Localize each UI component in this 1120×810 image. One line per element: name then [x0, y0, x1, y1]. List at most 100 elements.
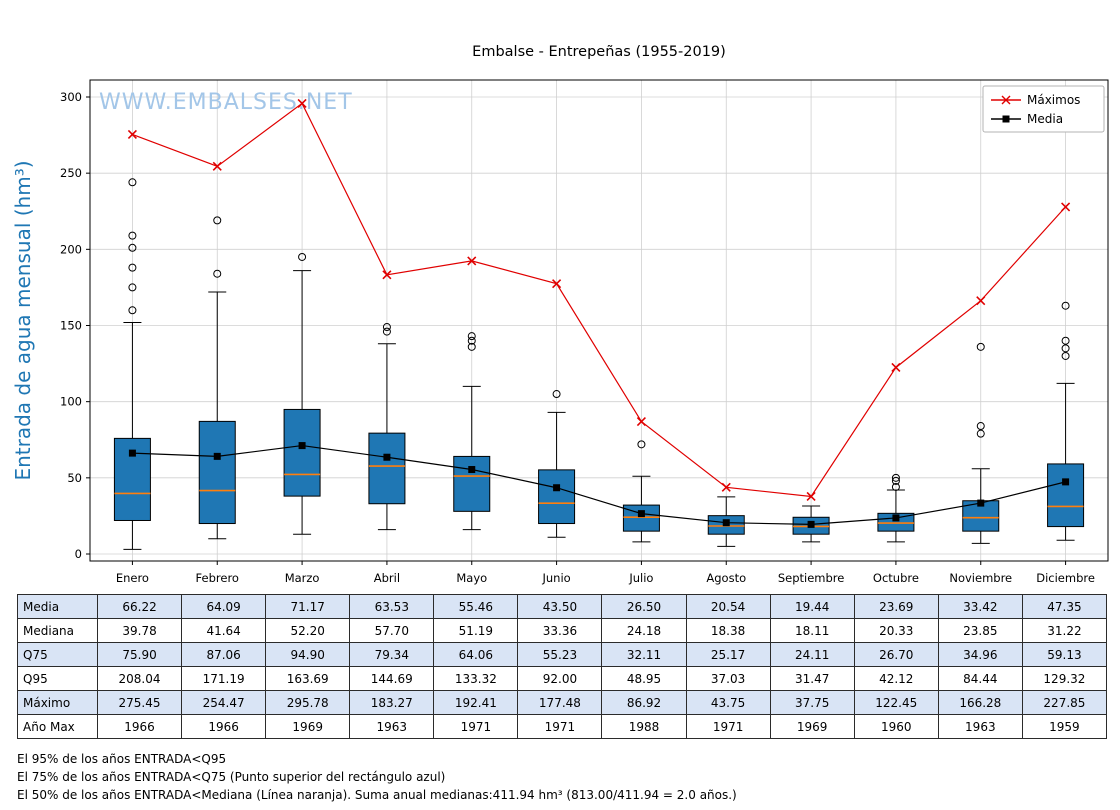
media-marker: [637, 510, 645, 518]
table-cell: 295.78: [265, 690, 351, 715]
media-marker: [383, 453, 391, 461]
x-tick-label: Noviembre: [949, 571, 1012, 585]
table-cell: 48.95: [601, 666, 687, 691]
media-line: [132, 444, 1066, 525]
y-tick-label: 250: [60, 166, 82, 180]
row-label: Q95: [17, 666, 98, 691]
y-tick-label: 300: [60, 90, 82, 104]
table-cell: 33.36: [517, 618, 603, 643]
outlier: [128, 283, 137, 292]
table-cell: 254.47: [181, 690, 267, 715]
table-cell: 163.69: [265, 666, 351, 691]
x-tick-label: Junio: [541, 571, 570, 585]
table-row-año-max: Año Max 1966 1966 1969 1963 1971 1971 1988 1971 1…: [17, 714, 1108, 739]
table-cell: 20.54: [685, 594, 771, 619]
table-cell: 227.85: [1021, 690, 1108, 715]
plot-background: [90, 80, 1108, 561]
table-cell: 1971: [685, 714, 771, 739]
x-tick-label: Abril: [374, 571, 400, 585]
media-marker: [553, 484, 561, 492]
x-marker: [212, 161, 222, 171]
media-marker: [722, 519, 730, 527]
media-marker: [807, 520, 815, 528]
table-cell: 1969: [265, 714, 351, 739]
x-tick-label: Diciembre: [1036, 571, 1095, 585]
table-cell: 26.70: [853, 642, 939, 667]
x-marker: [297, 98, 307, 108]
y-tick-label: 100: [60, 395, 82, 409]
box: [1047, 463, 1085, 528]
media-marker: [298, 442, 306, 450]
watermark: WWW.EMBALSES.NET: [99, 90, 353, 115]
table-cell: 92.00: [517, 666, 603, 691]
maximos-line: [132, 102, 1067, 498]
table-cell: 1971: [433, 714, 519, 739]
outlier: [976, 342, 985, 351]
y-tick-label: 150: [60, 319, 82, 333]
outlier: [1061, 344, 1070, 353]
table-cell: 94.90: [265, 642, 351, 667]
x-marker: [806, 491, 816, 502]
outlier: [891, 482, 900, 491]
table-cell: 63.53: [349, 594, 435, 619]
table-cell: 171.19: [181, 666, 267, 691]
table-cell: 71.17: [265, 594, 351, 619]
table-cell: 275.45: [96, 690, 183, 715]
x-marker: [127, 129, 137, 139]
table-cell: 24.18: [601, 618, 687, 643]
table-cell: 23.69: [853, 594, 939, 619]
table-row-q95: Q95 208.04 171.19 163.69 144.69 133.32 92.00 48…: [17, 666, 1108, 691]
y-tick-label: 0: [75, 547, 82, 561]
outlier: [382, 327, 391, 336]
row-label: Máximo: [17, 690, 98, 715]
row-label: Año Max: [17, 714, 98, 739]
table-cell: 1966: [181, 714, 267, 739]
table-cell: 84.44: [937, 666, 1023, 691]
table-cell: 33.42: [937, 594, 1023, 619]
outlier: [1061, 301, 1070, 310]
media-marker: [213, 452, 221, 460]
table-cell: 1963: [937, 714, 1023, 739]
outlier: [467, 336, 476, 345]
outlier: [467, 332, 476, 341]
y-tick-label: 50: [67, 471, 82, 485]
legend-box: [982, 85, 1105, 133]
table-cell: 32.11: [601, 642, 687, 667]
outlier: [891, 473, 900, 482]
axes-frame: [89, 79, 1109, 562]
row-label: Q75: [17, 642, 98, 667]
table-cell: 37.03: [685, 666, 771, 691]
x-tick-label: Julio: [628, 571, 653, 585]
x-marker: [1061, 202, 1071, 212]
outlier: [382, 323, 391, 332]
outlier: [128, 243, 137, 252]
chart-title: Embalse - Entrepeñas (1955-2019): [472, 44, 726, 60]
x-tick-label: Agosto: [706, 571, 746, 585]
table-cell: 183.27: [349, 690, 435, 715]
outlier: [1061, 351, 1070, 360]
box: [453, 455, 491, 512]
x-marker: [1001, 95, 1011, 105]
outlier: [976, 429, 985, 438]
table-cell: 52.20: [265, 618, 351, 643]
x-tick-label: Mayo: [456, 571, 487, 585]
table-cell: 129.32: [1021, 666, 1108, 691]
outlier: [976, 422, 985, 431]
legend-maximos-label: Máximos: [1027, 93, 1080, 107]
table-cell: 1988: [601, 714, 687, 739]
table-cell: 59.13: [1021, 642, 1108, 667]
outlier: [213, 269, 222, 278]
box: [368, 432, 406, 505]
table-cell: 24.11: [769, 642, 855, 667]
table-cell: 31.47: [769, 666, 855, 691]
table-cell: 26.50: [601, 594, 687, 619]
stats-table: Media 66.22 64.09 71.17 63.53 55.46 43.50 26.50…: [17, 594, 1108, 739]
outlier: [1061, 336, 1070, 345]
table-cell: 43.50: [517, 594, 603, 619]
x-tick-label: Septiembre: [778, 571, 845, 585]
table-row-máximo: Máximo 275.45 254.47 295.78 183.27 192.41 177.…: [17, 690, 1108, 715]
legend-media-marker: [1002, 115, 1010, 123]
table-cell: 208.04: [96, 666, 183, 691]
x-marker: [552, 279, 562, 289]
